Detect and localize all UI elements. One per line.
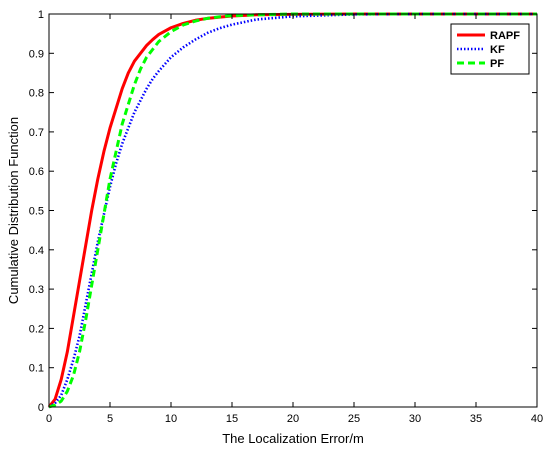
legend-label-kf: KF (490, 44, 505, 56)
y-tick-label: 0.1 (29, 363, 44, 375)
y-tick-label: 0.5 (29, 206, 44, 218)
legend-label-rapf: RAPF (490, 30, 520, 42)
x-tick-label: 25 (348, 413, 360, 425)
legend: RAPF KF PF (450, 23, 530, 75)
ticks-layer: 0 5 10 15 20 25 30 35 40 0 0.1 0.2 0.3 0.4 0.5 0.6 0.7 0.… (29, 9, 543, 425)
x-tick-label: 35 (470, 413, 482, 425)
x-tick-label: 10 (165, 413, 177, 425)
y-tick-label: 0.6 (29, 166, 44, 178)
x-axis-label: The Localization Error/m (222, 431, 364, 446)
y-tick-label: 0.7 (29, 127, 44, 139)
y-tick-label: 0 (38, 402, 44, 414)
series-line-kf (48, 12, 537, 409)
x-tick-label: 5 (107, 413, 113, 425)
x-tick-label: 40 (531, 413, 543, 425)
x-tick-label: 15 (226, 413, 238, 425)
y-tick-label: 0.2 (29, 323, 44, 335)
x-tick-label: 0 (46, 413, 52, 425)
series-layer (47, 12, 537, 409)
y-tick-label: 0.3 (29, 284, 44, 296)
y-axis-label: Cumulative Distribution Function (6, 117, 21, 304)
y-tick-label: 0.9 (29, 48, 44, 60)
legend-label-pf: PF (490, 58, 504, 70)
series-line-rapf (47, 12, 537, 408)
x-tick-label: 20 (287, 413, 299, 425)
y-tick-label: 0.4 (29, 245, 44, 257)
series-line-pf (48, 12, 537, 409)
x-tick-label: 30 (409, 413, 421, 425)
y-tick-label: 1 (38, 9, 44, 21)
y-tick-label: 0.8 (29, 88, 44, 100)
